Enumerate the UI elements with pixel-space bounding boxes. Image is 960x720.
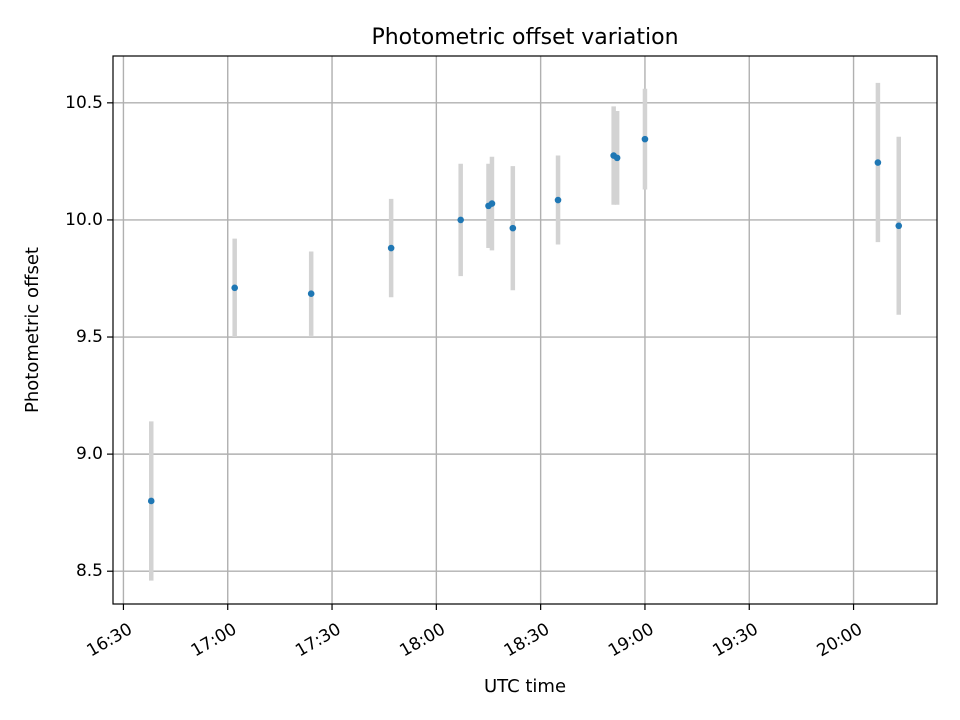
- data-point: [554, 196, 562, 204]
- y-tick-label: 10.5: [65, 93, 103, 113]
- data-point: [874, 159, 882, 166]
- chart-title: Photometric offset variation: [371, 25, 678, 50]
- y-tick-label: 9.5: [76, 327, 103, 347]
- data-point: [895, 222, 903, 230]
- data-point: [307, 290, 315, 298]
- data-point: [231, 284, 238, 292]
- data-point: [387, 244, 395, 252]
- plot-frame: [112, 55, 938, 605]
- y-axis-label: Photometric offset: [22, 247, 43, 413]
- data-point: [488, 200, 496, 207]
- data-point: [509, 224, 517, 232]
- data-point: [457, 216, 464, 224]
- y-tick-label: 9.0: [76, 444, 103, 464]
- data-point: [613, 154, 621, 162]
- data-point: [641, 135, 649, 143]
- data-series: [147, 82, 903, 581]
- x-axis-label: UTC time: [484, 676, 566, 697]
- y-tick-label: 10.0: [65, 210, 103, 230]
- y-tick-label: 8.5: [76, 561, 103, 581]
- data-point: [147, 497, 155, 505]
